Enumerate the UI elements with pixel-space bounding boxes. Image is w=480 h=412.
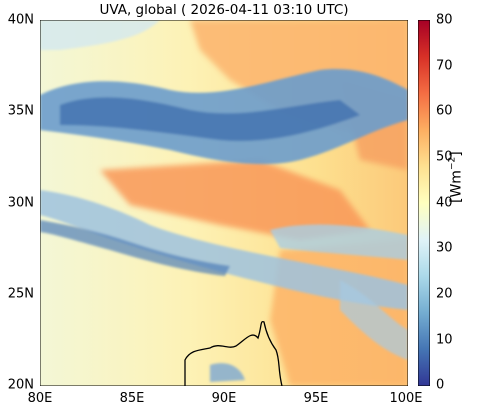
colorbar-tick: 20	[436, 286, 453, 302]
cloud-bands	[40, 20, 408, 382]
colorbar-tick: 30	[436, 240, 453, 256]
x-tick-label: 80E	[27, 391, 53, 406]
colorbar-tick: 40	[436, 195, 453, 211]
colorbar-tick: 0	[436, 377, 445, 393]
y-tick-label: 20N	[7, 377, 34, 393]
colorbar-tick: 70	[436, 58, 453, 74]
colorbar-tick: 80	[436, 12, 453, 28]
colorbar-tick: 10	[436, 332, 453, 348]
x-tick-label: 100E	[389, 391, 423, 406]
map-title: UVA, global ( 2026-04-11 03:10 UTC)	[99, 2, 349, 18]
colorbar	[418, 20, 430, 386]
x-tick-label: 85E	[119, 391, 145, 406]
uva-map	[40, 20, 408, 386]
colorbar-label: [Wm−2]	[447, 151, 465, 203]
x-tick-label: 95E	[303, 391, 329, 406]
y-tick-label: 35N	[7, 103, 34, 119]
y-tick-label: 40N	[7, 12, 34, 28]
x-tick-label: 90E	[211, 391, 237, 406]
y-tick-label: 25N	[7, 286, 34, 302]
colorbar-tick: 50	[436, 149, 453, 165]
coastline	[184, 320, 283, 386]
colorbar-tick: 60	[436, 103, 453, 119]
y-tick-label: 30N	[7, 195, 34, 211]
